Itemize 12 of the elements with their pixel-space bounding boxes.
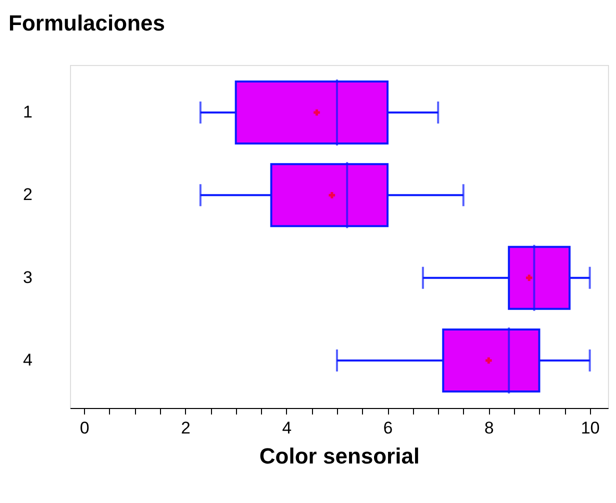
x-tick-label: 4	[282, 418, 292, 438]
x-tick-label: 10	[580, 418, 600, 438]
x-tick-label: 2	[181, 418, 191, 438]
x-tick-label: 8	[484, 418, 494, 438]
y-tick-label: 3	[23, 268, 32, 287]
y-axis-title: Formulaciones	[8, 10, 165, 36]
y-tick-label: 1	[23, 102, 32, 122]
x-tick-label: 6	[383, 418, 393, 438]
x-tick-label: 0	[80, 418, 90, 438]
y-tick-label: 4	[23, 350, 32, 370]
y-tick-label: 2	[23, 185, 32, 204]
x-axis-title: Color sensorial	[259, 444, 420, 468]
